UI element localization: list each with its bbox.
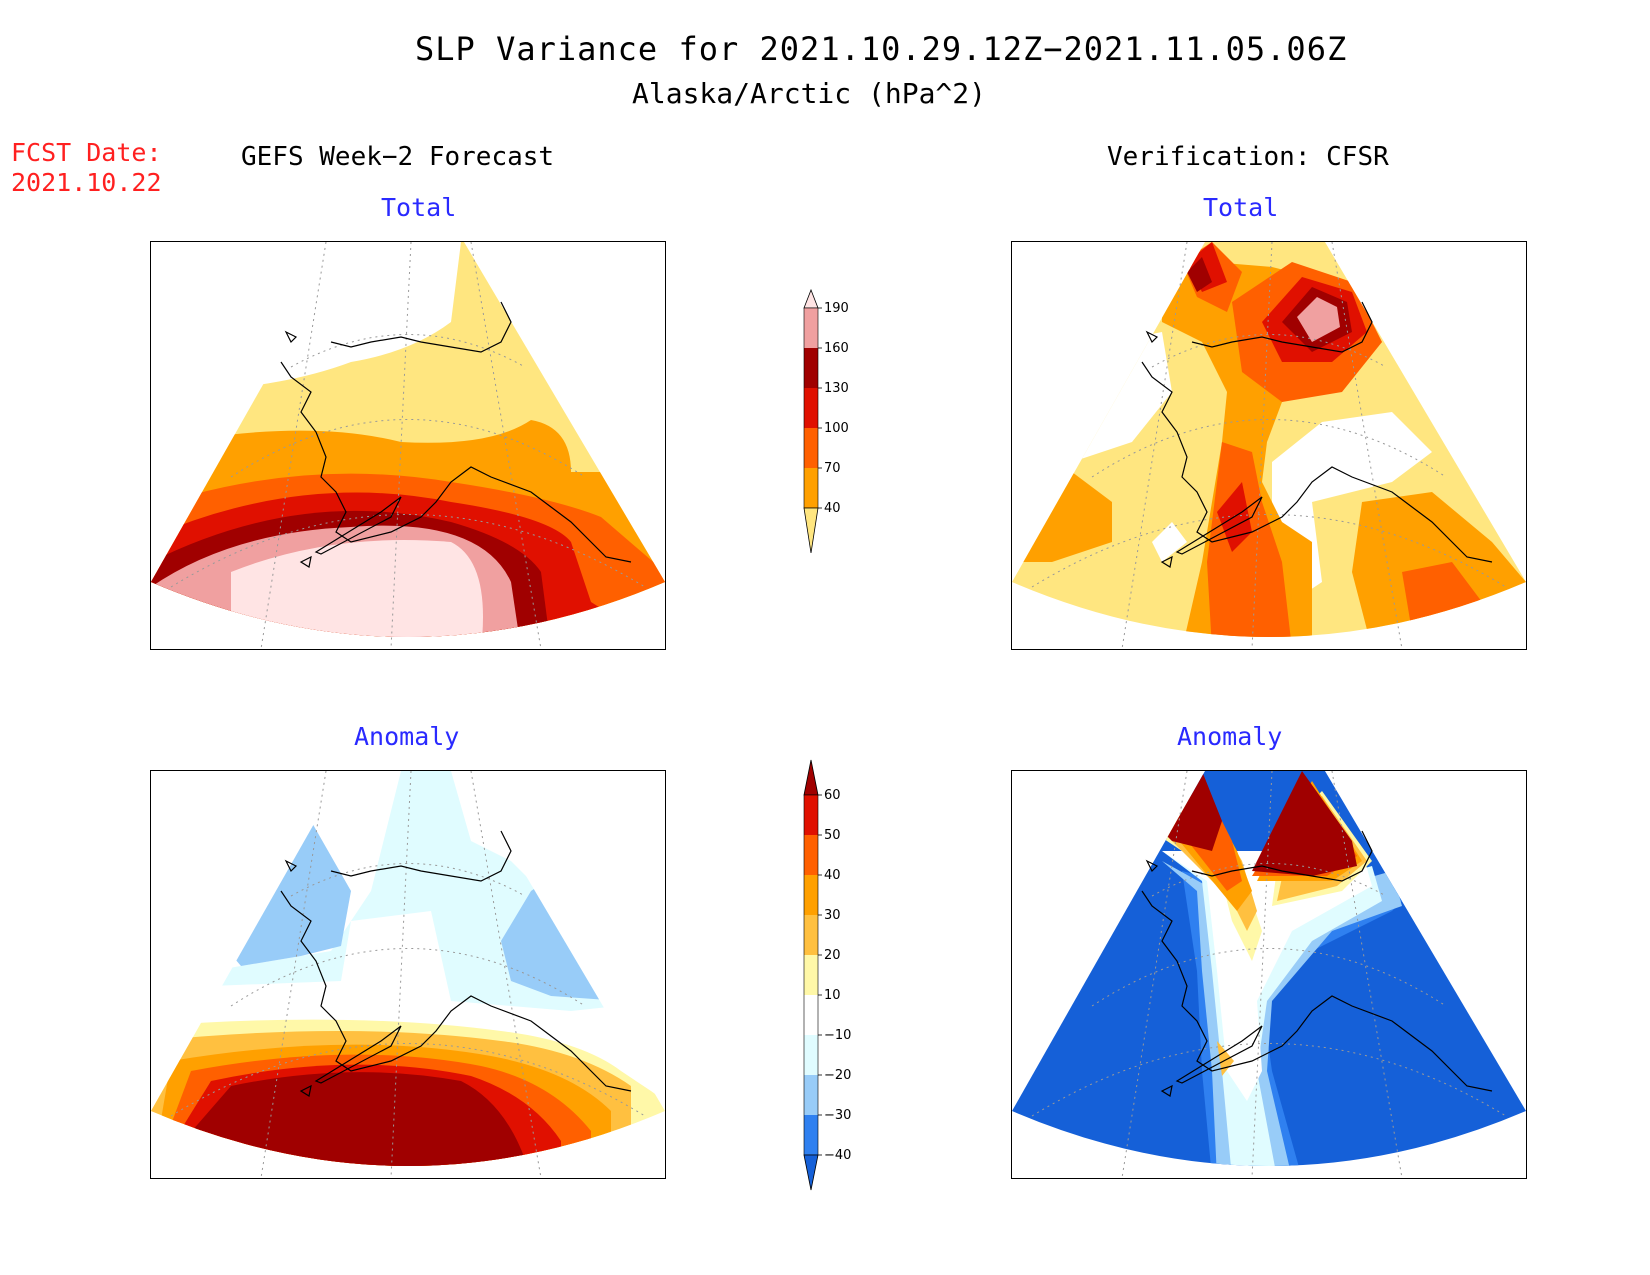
- colorbar-total-tick-label: 100: [824, 421, 849, 436]
- colorbar-anomaly-tick-label: 40: [824, 868, 841, 883]
- colorbar-anomaly-segment: [804, 1115, 818, 1155]
- colorbar-anomaly-tick-label: 30: [824, 908, 841, 923]
- colorbar-total-tick-label: 160: [824, 341, 849, 356]
- colorbar-anomaly-tick-label: 10: [824, 988, 841, 1003]
- panel-title-forecast-total: Total: [381, 193, 457, 222]
- fcst-date-label: FCST Date:: [11, 138, 162, 167]
- panel-title-verification-anomaly: Anomaly: [1177, 722, 1283, 751]
- chart-title: SLP Variance for 2021.10.29.12Z−2021.11.…: [415, 30, 1348, 68]
- verification-total-gridlines: [1031, 242, 1507, 649]
- colorbar-total-segment: [804, 308, 818, 348]
- fcst-date-value: 2021.10.22: [11, 168, 162, 197]
- colorbar-total-top-triangle: [803, 288, 819, 309]
- colorbar-anomaly-segment: [804, 1075, 818, 1115]
- colorbar-anomaly: −40 −30 −20 −10 10 20 30 40 50 60: [790, 750, 870, 1200]
- panel-title-verification-total: Total: [1203, 193, 1279, 222]
- column-title-verification: Verification: CFSR: [1107, 142, 1389, 172]
- colorbar-anomaly-tick-label: −10: [824, 1028, 851, 1043]
- forecast-total-gridlines: [170, 242, 646, 649]
- colorbar-anomaly-tick-label: 60: [824, 788, 841, 803]
- verification-anomaly-coastline: [1141, 830, 1493, 1097]
- colorbar-anomaly-tick-label: 50: [824, 828, 841, 843]
- colorbar-anomaly-segment: [804, 875, 818, 915]
- colorbar-anomaly-segment: [804, 835, 818, 875]
- verification-anomaly-gridlines: [1031, 771, 1507, 1178]
- forecast-anomaly-gridlines: [170, 771, 646, 1178]
- colorbar-total-tick-label: 130: [824, 381, 849, 396]
- map-forecast-anomaly: [150, 770, 666, 1179]
- colorbar-total-tick-label: 70: [824, 461, 841, 476]
- colorbar-anomaly-segment: [804, 995, 818, 1035]
- column-title-forecast: GEFS Week−2 Forecast: [241, 142, 555, 172]
- colorbar-total-segment: [804, 468, 818, 508]
- map-verification-anomaly: [1011, 770, 1527, 1179]
- colorbar-total-tick-label: 190: [824, 301, 849, 316]
- colorbar-anomaly-segment: [804, 1035, 818, 1075]
- colorbar-anomaly-top-triangle: [803, 759, 819, 796]
- chart-subtitle: Alaska/Arctic (hPa^2): [632, 77, 987, 110]
- panel-title-forecast-anomaly: Anomaly: [354, 722, 460, 751]
- colorbar-total-tick-label: 40: [824, 501, 841, 516]
- colorbar-anomaly-tick-label: −30: [824, 1108, 851, 1123]
- colorbar-total: 4070100130160190220: [790, 261, 870, 610]
- forecast-total-contours: [151, 242, 665, 637]
- colorbar-total-segment: [804, 428, 818, 468]
- colorbar-anomaly-segment: [804, 795, 818, 835]
- map-verification-total: [1011, 241, 1527, 650]
- colorbar-anomaly-tick-label: −40: [824, 1148, 851, 1163]
- colorbar-total-segment: [804, 388, 818, 428]
- colorbar-anomaly-tick-label: 20: [824, 948, 841, 963]
- forecast-anomaly-coastline: [280, 830, 632, 1097]
- colorbar-anomaly-segment: [804, 915, 818, 955]
- map-forecast-total: [150, 241, 666, 650]
- colorbar-anomaly-tick-label: −20: [824, 1068, 851, 1083]
- colorbar-total-bottom-triangle: [803, 507, 819, 554]
- colorbar-anomaly-segment: [804, 955, 818, 995]
- colorbar-total-segment: [804, 348, 818, 388]
- forecast-total-coastline: [280, 301, 632, 568]
- verification-total-coastline: [1141, 301, 1493, 568]
- colorbar-anomaly-bottom-triangle: [803, 1154, 819, 1191]
